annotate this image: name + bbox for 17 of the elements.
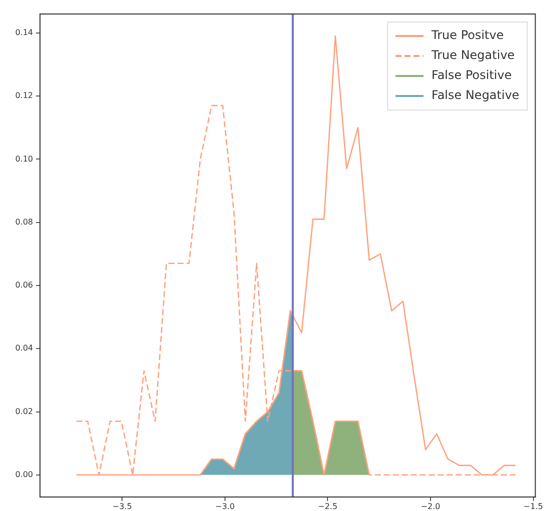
y-tick-label: 0.00 <box>15 470 33 479</box>
legend-label: True Negative <box>430 48 515 62</box>
legend-label: False Negative <box>432 88 520 102</box>
legend-label: True Positve <box>430 28 504 42</box>
y-tick-label: 0.06 <box>15 280 33 290</box>
legend-label: False Positive <box>432 68 512 82</box>
x-tick-label: −3.5 <box>112 502 132 511</box>
x-tick-label: −2.5 <box>318 502 338 511</box>
x-tick-label: −2.0 <box>420 502 440 511</box>
y-tick-label: 0.04 <box>15 344 33 353</box>
x-tick-label: −1.5 <box>524 502 543 511</box>
y-tick-label: 0.12 <box>15 91 33 100</box>
x-tick-label: −3.0 <box>215 502 235 511</box>
y-tick-label: 0.10 <box>15 154 33 164</box>
y-tick-label: 0.08 <box>15 217 33 226</box>
y-tick-label: 0.02 <box>15 406 33 416</box>
y-tick-label: 0.14 <box>15 28 33 38</box>
